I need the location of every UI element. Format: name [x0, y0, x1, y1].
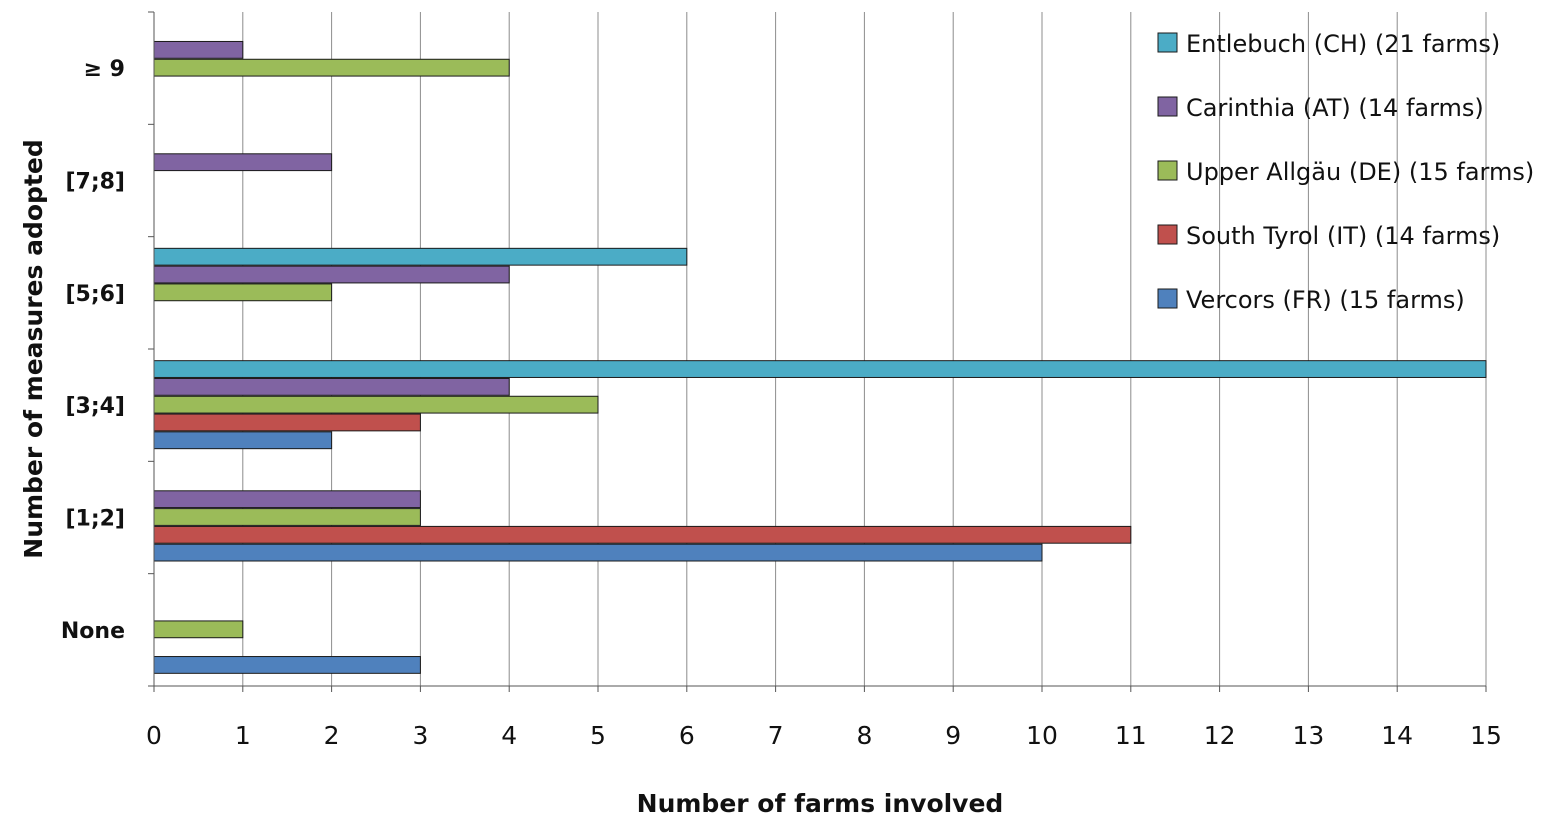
x-tick-label: 10 [1026, 721, 1058, 750]
bar [153, 525, 1132, 544]
bar [153, 656, 421, 674]
bar [153, 40, 244, 59]
bar [153, 490, 421, 509]
bar [153, 395, 599, 414]
x-tick-label: 7 [768, 721, 784, 750]
legend-label: Entlebuch (CH) (21 farms) [1186, 30, 1500, 58]
bar [153, 265, 510, 284]
gridlines [242, 12, 1487, 686]
x-tick-label: 11 [1115, 721, 1147, 750]
bar [153, 283, 333, 302]
y-category-label: [5;6] [65, 282, 125, 307]
bar [153, 620, 244, 639]
y-category-label: [3;4] [65, 394, 125, 419]
x-tick-label: 4 [501, 721, 517, 750]
legend: Entlebuch (CH) (21 farms) Carinthia (AT) … [1157, 30, 1534, 314]
x-tick-labels: 0 1 2 3 4 5 6 7 8 9 10 11 12 13 14 15 [146, 721, 1502, 750]
x-tick-label: 0 [146, 721, 162, 750]
x-tick-label: 12 [1204, 721, 1236, 750]
legend-swatch [1157, 160, 1178, 181]
bar [153, 508, 421, 526]
bar [153, 58, 510, 77]
bar [153, 543, 1043, 562]
x-tick-label: 3 [412, 721, 428, 750]
legend-label: Upper Allgäu (DE) (15 farms) [1186, 158, 1534, 186]
x-tick-label: 1 [235, 721, 251, 750]
bars [153, 40, 1487, 674]
y-category-labels: ≥ 9 [7;8] [5;6] [3;4] [1;2] None [61, 57, 125, 644]
bar [153, 431, 333, 450]
x-tick-label: 13 [1292, 721, 1324, 750]
y-category-label: None [61, 619, 125, 644]
legend-swatch [1157, 32, 1178, 53]
legend-swatch [1157, 96, 1178, 117]
legend-label: South Tyrol (IT) (14 farms) [1186, 222, 1500, 250]
bar [153, 413, 421, 432]
bar [153, 153, 333, 172]
y-category-label: ≥ 9 [84, 57, 125, 82]
legend-swatch [1157, 288, 1178, 309]
x-tick-label: 9 [945, 721, 961, 750]
legend-swatch [1157, 224, 1178, 245]
x-tick-label: 14 [1381, 721, 1413, 750]
y-axis-title: Number of measures adopted [19, 139, 48, 558]
legend-label: Vercors (FR) (15 farms) [1186, 286, 1465, 314]
y-category-label: [7;8] [65, 170, 125, 195]
bar [153, 360, 1487, 378]
x-tick-label: 15 [1470, 721, 1502, 750]
x-axis-title: Number of farms involved [637, 789, 1004, 818]
x-tick-label: 2 [324, 721, 340, 750]
bar [153, 247, 688, 266]
y-category-label: [1;2] [65, 507, 125, 532]
x-tick-label: 6 [679, 721, 695, 750]
x-tick-label: 5 [590, 721, 606, 750]
bar [153, 377, 510, 396]
axes [148, 11, 1487, 692]
x-tick-label: 8 [856, 721, 872, 750]
legend-label: Carinthia (AT) (14 farms) [1186, 94, 1484, 122]
